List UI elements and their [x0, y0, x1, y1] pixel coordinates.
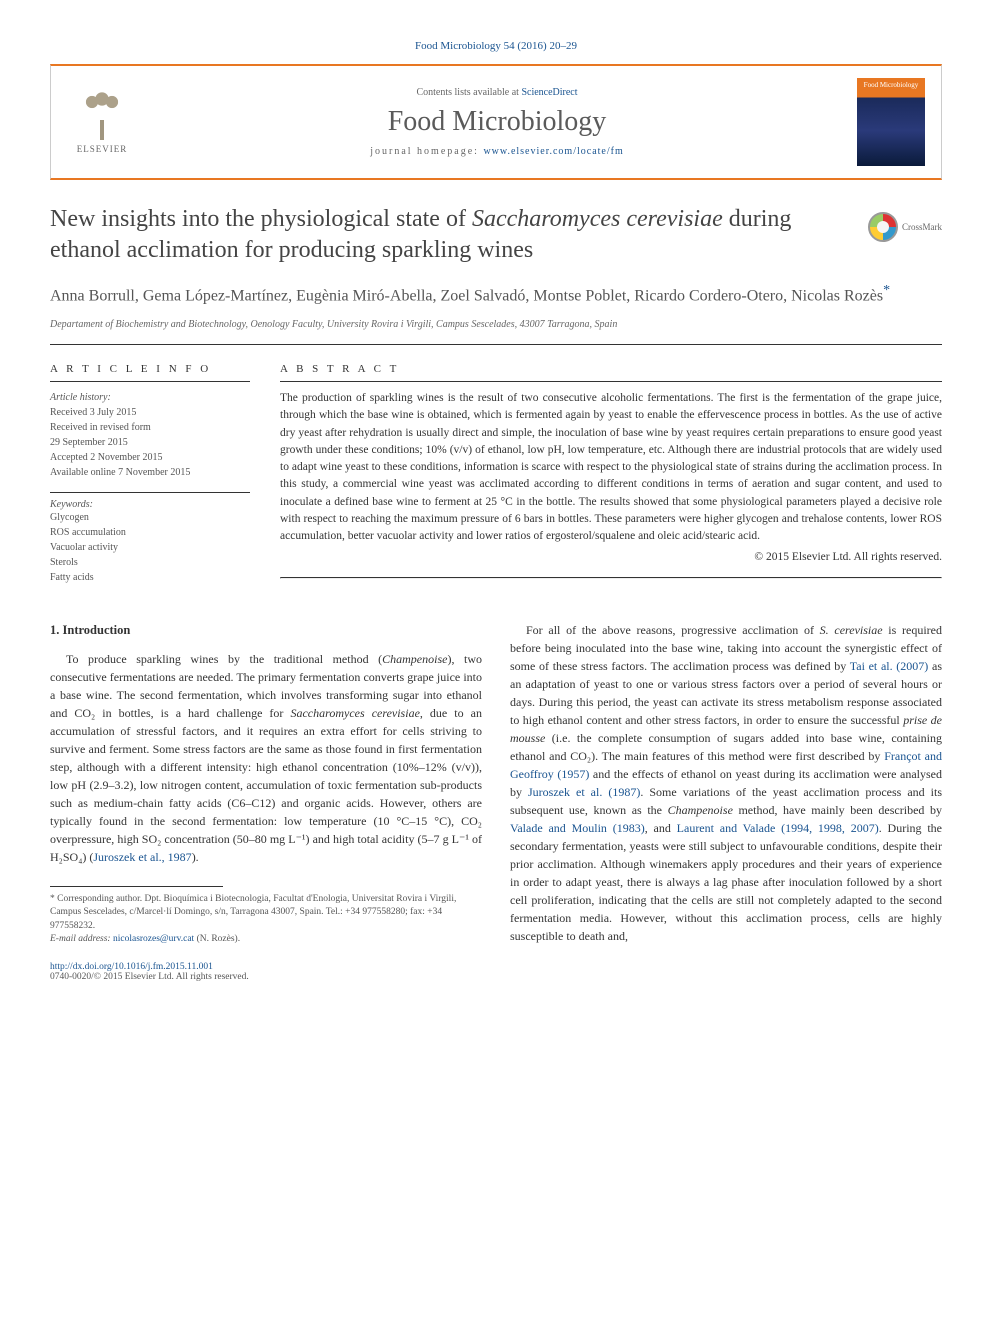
crossmark-label: CrossMark: [902, 222, 942, 232]
intro-paragraph-2: For all of the above reasons, progressiv…: [510, 621, 942, 945]
elsevier-tree-icon: [77, 90, 127, 140]
homepage-link[interactable]: www.elsevier.com/locate/fm: [483, 146, 623, 157]
p2-a: For all of the above reasons, progressiv…: [526, 623, 820, 637]
divider: [50, 344, 942, 345]
corresponding-footnote: * Corresponding author. Dpt. Bioquímica …: [50, 893, 482, 946]
footnote-separator: [50, 886, 223, 887]
p1-f: ).: [192, 850, 199, 864]
journal-header: ELSEVIER Contents lists available at Sci…: [50, 64, 942, 180]
revised-line2: 29 September 2015: [50, 435, 250, 450]
citation-juroszek-1987[interactable]: Juroszek et al., 1987: [93, 850, 191, 864]
journal-reference: Food Microbiology 54 (2016) 20–29: [50, 40, 942, 52]
abstract-column: A B S T R A C T The production of sparkl…: [280, 361, 942, 586]
keywords-label: Keywords:: [50, 492, 250, 510]
doi-link[interactable]: http://dx.doi.org/10.1016/j.fm.2015.11.0…: [50, 962, 213, 972]
citation-juroszek-1987b[interactable]: Juroszek et al. (1987): [528, 785, 640, 799]
page-footer: http://dx.doi.org/10.1016/j.fm.2015.11.0…: [50, 962, 942, 982]
section-heading: 1. Introduction: [50, 621, 482, 640]
keyword-5: Fatty acids: [50, 570, 250, 585]
title-pre: New insights into the physiological stat…: [50, 206, 472, 232]
journal-cover-thumbnail: Food Microbiology: [857, 78, 925, 166]
corr-email-name: (N. Rozès).: [194, 934, 240, 944]
sciencedirect-link[interactable]: ScienceDirect: [521, 87, 577, 98]
abstract-heading: A B S T R A C T: [280, 361, 942, 383]
contents-prefix: Contents lists available at: [416, 87, 521, 98]
citation-laurent[interactable]: Laurent and Valade (1994, 1998, 2007): [677, 821, 879, 835]
received-date: Received 3 July 2015: [50, 405, 250, 420]
journal-title: Food Microbiology: [147, 106, 847, 138]
authors-text: Anna Borrull, Gema López-Martínez, Eugèn…: [50, 288, 883, 305]
p2-l: . During the secondary fermentation, yea…: [510, 821, 942, 943]
issn-copyright: 0740-0020/© 2015 Elsevier Ltd. All right…: [50, 972, 942, 982]
title-species: Saccharomyces cerevisiae: [472, 206, 723, 232]
publisher-logo: ELSEVIER: [67, 82, 137, 162]
p2-k: , and: [645, 821, 677, 835]
section-title: Introduction: [63, 623, 131, 637]
cover-label: Food Microbiology: [857, 81, 925, 89]
abstract-divider: [280, 577, 942, 579]
p1-d: Saccharomyces cerevisiae: [290, 706, 419, 720]
p2-b: S. cerevisiae: [820, 623, 883, 637]
abstract-text: The production of sparkling wines is the…: [280, 390, 942, 545]
p2-j: method, have mainly been described by: [733, 803, 942, 817]
intro-paragraph-1: To produce sparkling wines by the tradit…: [50, 650, 482, 866]
corresponding-mark: *: [883, 283, 890, 298]
revised-line1: Received in revised form: [50, 420, 250, 435]
homepage-prefix: journal homepage:: [370, 146, 483, 157]
email-label: E-mail address:: [50, 934, 113, 944]
abstract-copyright: © 2015 Elsevier Ltd. All rights reserved…: [280, 549, 942, 566]
affiliation: Departament of Biochemistry and Biotechn…: [50, 319, 942, 330]
citation-tai-2007[interactable]: Tai et al. (2007): [850, 659, 929, 673]
history-label: Article history:: [50, 390, 250, 405]
section-number: 1.: [50, 623, 59, 637]
accepted-date: Accepted 2 November 2015: [50, 450, 250, 465]
body-column-right: For all of the above reasons, progressiv…: [510, 621, 942, 946]
online-date: Available online 7 November 2015: [50, 465, 250, 480]
keyword-3: Vacuolar activity: [50, 540, 250, 555]
p1-b: Champenoise: [382, 652, 447, 666]
article-info-heading: A R T I C L E I N F O: [50, 361, 250, 383]
crossmark-badge[interactable]: CrossMark: [868, 212, 942, 242]
corr-author-text: * Corresponding author. Dpt. Bioquímica …: [50, 893, 482, 933]
contents-available-line: Contents lists available at ScienceDirec…: [147, 87, 847, 98]
keyword-1: Glycogen: [50, 510, 250, 525]
crossmark-icon: [868, 212, 898, 242]
p2-f: (i.e. the complete consumption of sugars…: [510, 731, 942, 763]
publisher-name: ELSEVIER: [77, 144, 128, 154]
p2-i: Champenoise: [668, 803, 733, 817]
citation-valade-1983[interactable]: Valade and Moulin (1983): [510, 821, 645, 835]
corr-email-link[interactable]: nicolasrozes@urv.cat: [113, 934, 194, 944]
p1-a: To produce sparkling wines by the tradit…: [66, 652, 382, 666]
author-list: Anna Borrull, Gema López-Martínez, Eugèn…: [50, 280, 942, 308]
keyword-2: ROS accumulation: [50, 525, 250, 540]
article-title: New insights into the physiological stat…: [50, 204, 942, 266]
body-column-left: 1. Introduction To produce sparkling win…: [50, 621, 482, 946]
article-info-column: A R T I C L E I N F O Article history: R…: [50, 361, 250, 586]
keyword-4: Sterols: [50, 555, 250, 570]
p1-e: , due to an accumulation of stressful fa…: [50, 706, 482, 864]
homepage-line: journal homepage: www.elsevier.com/locat…: [147, 146, 847, 157]
